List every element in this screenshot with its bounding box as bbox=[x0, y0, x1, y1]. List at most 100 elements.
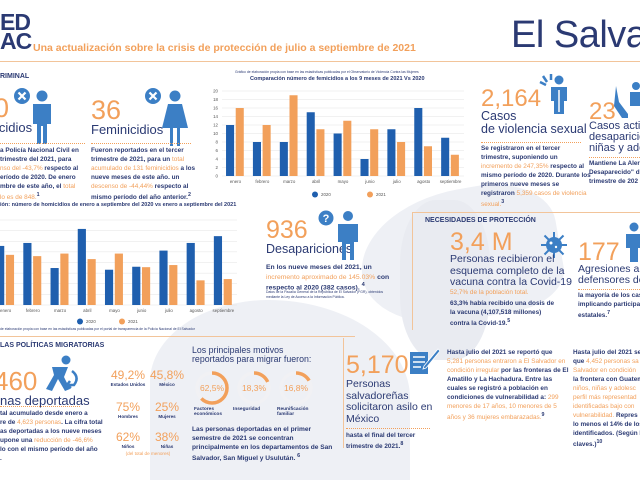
sexual-violence-text: Se registraron en el tercer trimestre, s… bbox=[481, 145, 591, 210]
homicides-text: a Policía Nacional Civil en trimestre de… bbox=[0, 147, 90, 203]
x-tick-label: junio bbox=[136, 308, 147, 313]
defenders-label-1: Agresiones a per bbox=[578, 263, 640, 275]
bar-2021-julio bbox=[169, 265, 178, 305]
x-tick-label: marzo bbox=[283, 179, 296, 184]
footnote: 6 bbox=[297, 452, 301, 459]
defenders-text: la mayoría de los cas implicando partici… bbox=[578, 292, 640, 321]
highlight: vulnerabilidad. bbox=[573, 411, 615, 419]
text: 63,3% había recibido una dosis de la vac… bbox=[450, 300, 555, 328]
x-tick-label: febrero bbox=[26, 308, 40, 313]
stat-pct: 45,8% bbox=[149, 368, 185, 382]
label-line: Personas recibieron el bbox=[450, 253, 555, 265]
text: Se registraron en el tercer trimestre, s… bbox=[481, 145, 561, 161]
text: estatales. bbox=[578, 312, 608, 320]
y-tick-label: 2 bbox=[216, 165, 219, 170]
legend-label-2021: 2021 bbox=[376, 192, 386, 197]
protected-child-icon bbox=[614, 82, 640, 118]
virus-icon bbox=[541, 232, 567, 258]
text: . La cifra total bbox=[61, 418, 103, 426]
y-tick-label: 18 bbox=[213, 97, 218, 102]
section-divider bbox=[343, 338, 344, 448]
text-line: perfil más representad bbox=[573, 393, 637, 401]
footnote: 2 bbox=[187, 191, 191, 198]
text-line: Hasta julio del 2021 se bbox=[573, 349, 640, 356]
title-line: Los principales motivos bbox=[192, 345, 284, 355]
missing-minors-label-2: desaparicione bbox=[589, 131, 640, 143]
disappearances-label: Desapariciones bbox=[266, 242, 353, 256]
sexual-violence-label-2: de violencia sexual bbox=[481, 122, 587, 136]
highlight: reducción de -46,6% bbox=[34, 436, 93, 444]
bar-2020-agosto bbox=[414, 108, 423, 176]
motives-text: Las personas deportadas en el primer sem… bbox=[192, 425, 337, 463]
x-tick-label: julio bbox=[392, 179, 401, 184]
text: upone una bbox=[0, 436, 35, 444]
x-tick-label: febrero bbox=[255, 179, 269, 184]
divider-dots bbox=[0, 143, 85, 144]
divider-dots bbox=[0, 406, 80, 407]
stat-boys: 62% Niños bbox=[108, 430, 148, 449]
stat-usa: 49,2% Estados Unidos bbox=[108, 368, 148, 387]
bar-2020-junio bbox=[360, 159, 369, 176]
x-tick-label: septiembre bbox=[213, 308, 235, 313]
motive-label-insecurity: Inseguridad bbox=[233, 407, 261, 412]
bar-2021-abril bbox=[87, 259, 96, 305]
bar-2020-enero bbox=[0, 245, 5, 305]
bar-2021-mayo bbox=[343, 120, 352, 176]
stat-label: Mujeres bbox=[158, 414, 176, 419]
ring-progress bbox=[237, 371, 271, 405]
person-x-icon bbox=[14, 88, 51, 144]
section-title-protection: NECESIDADES DE PROTECCIÓN bbox=[425, 217, 536, 224]
bar-2021-enero bbox=[235, 108, 244, 176]
footnote: 4 bbox=[361, 282, 365, 289]
text: Las personas deportadas en el primer sem… bbox=[192, 426, 333, 462]
bar-2020-septiembre bbox=[213, 236, 223, 305]
footnote: 10 bbox=[596, 438, 603, 445]
form-pen-icon bbox=[410, 348, 440, 374]
label-line: esquema completo de la bbox=[450, 264, 565, 277]
disappearances-text: En los nueve meses del 2021, un incremen… bbox=[266, 263, 406, 293]
bar-2020-julio bbox=[387, 129, 396, 176]
y-tick-label: 8 bbox=[216, 140, 219, 145]
text-line: lo menos el 14% de los bbox=[573, 420, 640, 428]
x-tick-label: enero bbox=[0, 308, 12, 313]
bar-2021-agosto bbox=[196, 280, 205, 305]
feminicides-label: Feminicidios bbox=[91, 122, 164, 137]
text-line: estatales.7 bbox=[578, 310, 640, 321]
stat-label: Estados Unidos bbox=[110, 382, 146, 387]
x-tick-label: mayo bbox=[338, 179, 349, 184]
text-line: lo con el mismo período del año bbox=[0, 445, 98, 453]
text: a los nueve meses de este año. un bbox=[91, 164, 196, 181]
header-divider bbox=[0, 61, 640, 62]
bar-2020-septiembre bbox=[441, 137, 450, 176]
text-line: trimestre de 202 bbox=[589, 177, 639, 185]
footnote: 3 bbox=[501, 198, 505, 205]
y-tick-label: 16 bbox=[213, 106, 218, 111]
divider-dots bbox=[578, 289, 640, 290]
legend-label-2020: 2020 bbox=[86, 319, 96, 324]
divider-dots bbox=[91, 143, 191, 144]
bar-2020-julio bbox=[159, 250, 168, 305]
stat-mexico: 45,8% México bbox=[147, 368, 187, 387]
section-divider bbox=[412, 212, 413, 330]
homicides-label: icidios bbox=[0, 120, 33, 135]
highlight: 5,359 casos de violencia sexual. bbox=[481, 189, 587, 208]
bar-2021-febrero bbox=[262, 125, 271, 176]
ring-value: 18,3% bbox=[242, 383, 267, 393]
stat-pct: 38% bbox=[154, 430, 180, 444]
bar-2021-febrero bbox=[33, 256, 42, 305]
bar-2020-marzo bbox=[279, 142, 288, 176]
asylum-number: 5,170 bbox=[346, 351, 409, 379]
text: por las fronteras de El Amatillo y La Ha… bbox=[447, 366, 569, 401]
text-line: que 4,452 personas sa bbox=[573, 358, 640, 367]
bar-2020-abril bbox=[306, 112, 315, 176]
feminicides-number: 36 bbox=[91, 95, 122, 125]
x-tick-label: enero bbox=[230, 179, 242, 184]
x-tick-label: septiembre bbox=[440, 179, 462, 184]
svg-text:?: ? bbox=[323, 213, 330, 225]
text-line: identificados. (Según l bbox=[573, 429, 640, 437]
title-line: reportados para migrar fueron: bbox=[192, 354, 312, 365]
woman-x-icon bbox=[145, 88, 188, 146]
bar-2021-julio bbox=[397, 142, 406, 176]
deported-number: 460 bbox=[0, 366, 38, 396]
disappearances-number: 936 bbox=[266, 216, 308, 244]
